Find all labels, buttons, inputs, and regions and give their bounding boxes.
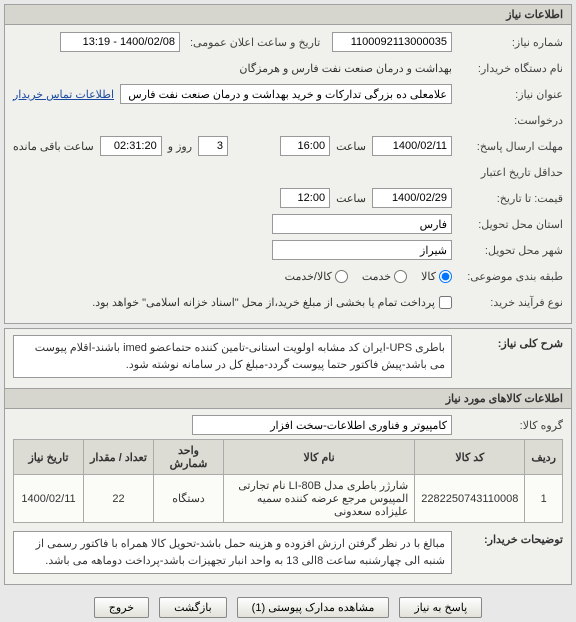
treasury-checkbox[interactable] [439, 296, 452, 309]
group-field [192, 415, 452, 435]
buyer-note-label: توضیحات خریدار: [458, 531, 563, 546]
items-header: اطلاعات کالاهای مورد نیاز [5, 388, 571, 409]
cell-qty: 22 [84, 475, 154, 523]
price-until-time-label: ساعت [336, 192, 366, 205]
group-label: گروه کالا: [458, 419, 563, 432]
remain-days-field [198, 136, 228, 156]
th-name: نام کالا [224, 440, 415, 475]
radio-khadmat-input[interactable] [394, 270, 407, 283]
radio-kala-input[interactable] [439, 270, 452, 283]
buyer-note-text: مبالغ با در نظر گرفتن ارزش افزوده و هزین… [13, 531, 452, 574]
radio-kalakhadmat-lbl: کالا/خدمت [285, 270, 332, 283]
radio-khadmat-lbl: خدمت [362, 270, 391, 283]
buyer-org-label: نام دستگاه خریدار: [458, 62, 563, 75]
cell-name: شارژر باطری مدل LI-80B نام تجارتی المپیو… [224, 475, 415, 523]
announce-field [60, 32, 180, 52]
cell-unit: دستگاه [154, 475, 224, 523]
reply-time-field [280, 136, 330, 156]
radio-kala-lbl: کالا [421, 270, 436, 283]
requester-label: درخواست: [458, 114, 563, 127]
items-table: ردیف کد کالا نام کالا واحد شمارش تعداد /… [13, 439, 563, 523]
contact-link[interactable]: اطلاعات تماس خریدار [13, 88, 114, 101]
th-date: تاریخ نیاز [14, 440, 84, 475]
reply-date-field [372, 136, 452, 156]
need-title-field [120, 84, 452, 104]
need-title-label: عنوان نیاز: [458, 88, 563, 101]
treasury-checkbox-label: پرداخت تمام یا بخشی از مبلغ خرید،از محل … [92, 296, 435, 309]
price-until-date [372, 188, 452, 208]
remain-time-label: ساعت باقی مانده [13, 140, 94, 153]
summary-items-panel: شرح کلی نیاز: باطری UPS-ایران کد مشابه ا… [4, 328, 572, 585]
attachments-button[interactable]: مشاهده مدارک پیوستی (1) [237, 597, 390, 618]
price-until-label: قیمت: تا تاریخ: [458, 192, 563, 205]
need-number-label: شماره نیاز: [458, 36, 563, 49]
th-row: ردیف [525, 440, 563, 475]
reply-deadline-label: مهلت ارسال پاسخ: [458, 140, 563, 153]
process-label: نوع فرآیند خرید: [458, 296, 563, 309]
table-header-row: ردیف کد کالا نام کالا واحد شمارش تعداد /… [14, 440, 563, 475]
reply-button[interactable]: پاسخ به نیاز [399, 597, 482, 618]
table-row[interactable]: 1 2282250743110008 شارژر باطری مدل LI-80… [14, 475, 563, 523]
back-button[interactable]: بازگشت [159, 597, 227, 618]
summary-text: باطری UPS-ایران کد مشابه اولویت استانی-ت… [13, 335, 452, 378]
panel1-title: اطلاعات نیاز [5, 5, 571, 25]
summary-label: شرح کلی نیاز: [458, 335, 563, 350]
radio-khadmat[interactable]: خدمت [362, 270, 407, 283]
th-qty: تعداد / مقدار [84, 440, 154, 475]
cell-code: 2282250743110008 [415, 475, 525, 523]
remain-time-field [100, 136, 162, 156]
delivery-province-field [272, 214, 452, 234]
buyer-org-value: بهداشت و درمان صنعت نفت فارس و هرمزگان [239, 62, 452, 75]
treasury-checkbox-row[interactable]: پرداخت تمام یا بخشی از مبلغ خرید،از محل … [92, 296, 452, 309]
remain-days-label: روز و [168, 140, 192, 153]
radio-kala[interactable]: کالا [421, 270, 452, 283]
radio-kalakhadmat[interactable]: کالا/خدمت [285, 270, 348, 283]
delivery-city-label: شهر محل تحویل: [458, 244, 563, 257]
budget-type-label: طبقه بندی موضوعی: [458, 270, 563, 283]
delivery-city-field [272, 240, 452, 260]
th-code: کد کالا [415, 440, 525, 475]
need-info-panel: اطلاعات نیاز شماره نیاز: تاریخ و ساعت اع… [4, 4, 572, 324]
credit-label: حداقل تاریخ اعتبار [458, 166, 563, 179]
cell-date: 1400/02/11 [14, 475, 84, 523]
cell-row: 1 [525, 475, 563, 523]
radio-kalakhadmat-input[interactable] [335, 270, 348, 283]
delivery-province-label: استان محل تحویل: [458, 218, 563, 231]
price-until-time [280, 188, 330, 208]
action-buttons: پاسخ به نیاز مشاهده مدارک پیوستی (1) باز… [0, 589, 576, 622]
announce-label: تاریخ و ساعت اعلان عمومی: [186, 36, 326, 49]
reply-time-label: ساعت [336, 140, 366, 153]
th-unit: واحد شمارش [154, 440, 224, 475]
exit-button[interactable]: خروج [94, 597, 149, 618]
need-number-field [332, 32, 452, 52]
budget-type-group: کالا خدمت کالا/خدمت [285, 270, 452, 283]
